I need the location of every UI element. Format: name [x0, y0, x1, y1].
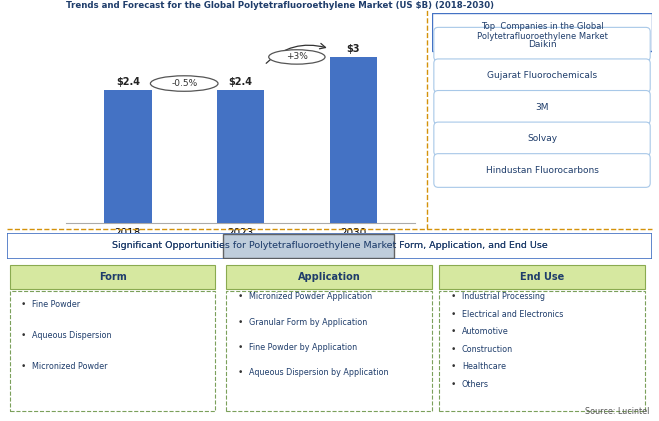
FancyBboxPatch shape: [434, 154, 650, 187]
FancyBboxPatch shape: [434, 27, 650, 61]
Text: •: •: [237, 317, 243, 327]
Text: Source: Lucintel: Source: Lucintel: [585, 407, 649, 416]
Text: Micronized Powder: Micronized Powder: [32, 362, 108, 371]
Text: +3%: +3%: [286, 53, 308, 61]
Text: 3M: 3M: [535, 103, 549, 112]
Text: Others: Others: [462, 380, 489, 389]
Text: •: •: [21, 300, 26, 309]
Text: Aqueous Dispersion by Application: Aqueous Dispersion by Application: [249, 368, 388, 377]
Ellipse shape: [269, 50, 325, 64]
FancyBboxPatch shape: [226, 265, 432, 289]
FancyBboxPatch shape: [440, 265, 645, 289]
Text: •: •: [450, 380, 455, 389]
Text: Fine Powder by Application: Fine Powder by Application: [249, 343, 357, 352]
Text: -0.5%: -0.5%: [171, 79, 197, 88]
FancyBboxPatch shape: [226, 290, 432, 410]
FancyBboxPatch shape: [434, 59, 650, 93]
FancyBboxPatch shape: [10, 290, 215, 410]
Text: Industrial Processing: Industrial Processing: [462, 292, 545, 301]
FancyBboxPatch shape: [440, 290, 645, 410]
Text: •: •: [450, 345, 455, 354]
Text: $3: $3: [347, 44, 360, 53]
Text: Significant Opportunities for Polytetrafluoroethylene Market Form, Application, : Significant Opportunities for Polytetraf…: [111, 241, 548, 250]
Text: •: •: [450, 292, 455, 301]
Text: Healthcare: Healthcare: [462, 362, 506, 371]
Text: •: •: [450, 310, 455, 319]
Text: •: •: [450, 328, 455, 336]
Text: Construction: Construction: [462, 345, 513, 354]
Text: $2.4: $2.4: [116, 77, 140, 87]
Text: Top  Companies in the Global
Polytetrafluoroethylene Market: Top Companies in the Global Polytetraflu…: [476, 22, 608, 41]
Text: •: •: [237, 368, 243, 377]
FancyBboxPatch shape: [432, 13, 652, 51]
Text: •: •: [237, 343, 243, 352]
Text: Form: Form: [99, 272, 127, 282]
Bar: [217, 90, 264, 223]
Bar: [330, 57, 377, 223]
Text: Gujarat Fluorochemicals: Gujarat Fluorochemicals: [487, 71, 597, 80]
Text: Automotive: Automotive: [462, 328, 509, 336]
FancyBboxPatch shape: [10, 265, 215, 289]
Bar: [104, 90, 152, 223]
Text: Significant Opportunities for Polytetrafluoroethylene Market Form, Application, : Significant Opportunities for Polytetraf…: [111, 241, 548, 250]
FancyBboxPatch shape: [434, 91, 650, 124]
Ellipse shape: [150, 76, 218, 91]
FancyBboxPatch shape: [7, 233, 652, 259]
Text: Trends and Forecast for the Global Polytetrafluoroethylene Market (US $B) (2018-: Trends and Forecast for the Global Polyt…: [66, 1, 494, 11]
Text: Fine Powder: Fine Powder: [32, 300, 80, 309]
Text: •: •: [237, 292, 243, 301]
Text: Hindustan Fluorocarbons: Hindustan Fluorocarbons: [486, 166, 598, 175]
Text: Solvay: Solvay: [527, 134, 557, 144]
Text: End Use: End Use: [520, 272, 564, 282]
Text: •: •: [21, 362, 26, 371]
Text: •: •: [21, 331, 26, 340]
Text: Application: Application: [297, 272, 360, 282]
Text: •: •: [450, 362, 455, 371]
Text: Micronized Powder Application: Micronized Powder Application: [249, 292, 372, 301]
Text: Electrical and Electronics: Electrical and Electronics: [462, 310, 563, 319]
Text: $2.4: $2.4: [229, 77, 252, 87]
Text: Granular Form by Application: Granular Form by Application: [249, 317, 367, 327]
FancyBboxPatch shape: [223, 234, 394, 258]
Text: Aqueous Dispersion: Aqueous Dispersion: [32, 331, 112, 340]
FancyBboxPatch shape: [434, 122, 650, 156]
Text: Daikin: Daikin: [528, 40, 556, 49]
